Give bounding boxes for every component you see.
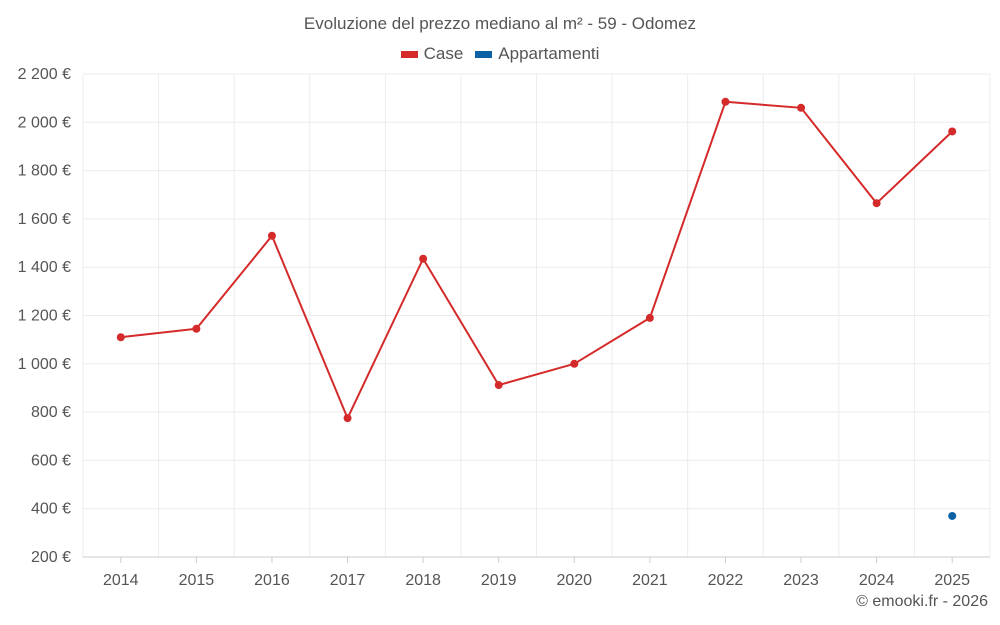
chart-title: Evoluzione del prezzo mediano al m² - 59… xyxy=(303,14,697,33)
data-point[interactable] xyxy=(192,324,201,333)
y-tick-label: 800 € xyxy=(31,404,71,421)
legend-item-appartamenti[interactable]: Appartamenti xyxy=(475,44,599,64)
legend-label-case: Case xyxy=(423,44,464,63)
x-tick-label: 2023 xyxy=(783,572,819,589)
legend-swatch-case xyxy=(400,50,418,58)
data-point[interactable] xyxy=(419,254,428,263)
y-tick-label: 1 600 € xyxy=(18,211,71,228)
data-point[interactable] xyxy=(948,511,957,520)
data-point[interactable] xyxy=(116,333,125,342)
x-tick-label: 2015 xyxy=(179,572,215,589)
y-tick-label: 200 € xyxy=(31,549,71,566)
y-tick-label: 400 € xyxy=(31,501,71,518)
credit-text: © emooki.fr - 2026 xyxy=(856,593,988,610)
data-point[interactable] xyxy=(494,381,503,390)
y-tick-label: 1 200 € xyxy=(18,308,71,325)
x-tick-label: 2014 xyxy=(103,572,139,589)
data-point[interactable] xyxy=(721,97,730,106)
data-point[interactable] xyxy=(267,231,276,240)
legend-label-appartamenti: Appartamenti xyxy=(498,44,600,63)
y-tick-label: 1 000 € xyxy=(18,356,71,373)
series-line-0 xyxy=(120,100,953,420)
legend-item-case[interactable]: Case xyxy=(400,44,464,64)
data-point[interactable] xyxy=(872,199,881,208)
y-tick-label: 600 € xyxy=(31,452,71,469)
series-layer xyxy=(116,97,957,520)
y-tick-label: 2 200 € xyxy=(18,66,71,83)
x-tick-label: 2017 xyxy=(330,572,366,589)
y-tick-label: 1 400 € xyxy=(18,259,71,276)
y-tick-label: 2 000 € xyxy=(18,114,71,131)
legend-swatch-appartamenti xyxy=(475,50,493,58)
x-tick-label: 2018 xyxy=(405,572,441,589)
axes: 2 200 € 2 000 € 1 800 € 1 600 € 1 400 € 1 200… xyxy=(18,66,990,589)
data-point[interactable] xyxy=(948,127,957,136)
x-tick-label: 2022 xyxy=(708,572,744,589)
x-tick-label: 2025 xyxy=(934,572,970,589)
data-point[interactable] xyxy=(797,103,806,112)
x-tick-label: 2016 xyxy=(254,572,290,589)
x-tick-label: 2024 xyxy=(859,572,895,589)
legend: Case Appartamenti xyxy=(0,44,1000,64)
x-tick-label: 2020 xyxy=(556,572,592,589)
x-tick-label: 2021 xyxy=(632,572,668,589)
x-tick-label: 2019 xyxy=(481,572,517,589)
data-point[interactable] xyxy=(570,359,579,368)
data-point[interactable] xyxy=(645,313,654,322)
y-tick-label: 1 800 € xyxy=(18,163,71,180)
grid xyxy=(82,73,991,558)
data-point[interactable] xyxy=(343,414,352,423)
